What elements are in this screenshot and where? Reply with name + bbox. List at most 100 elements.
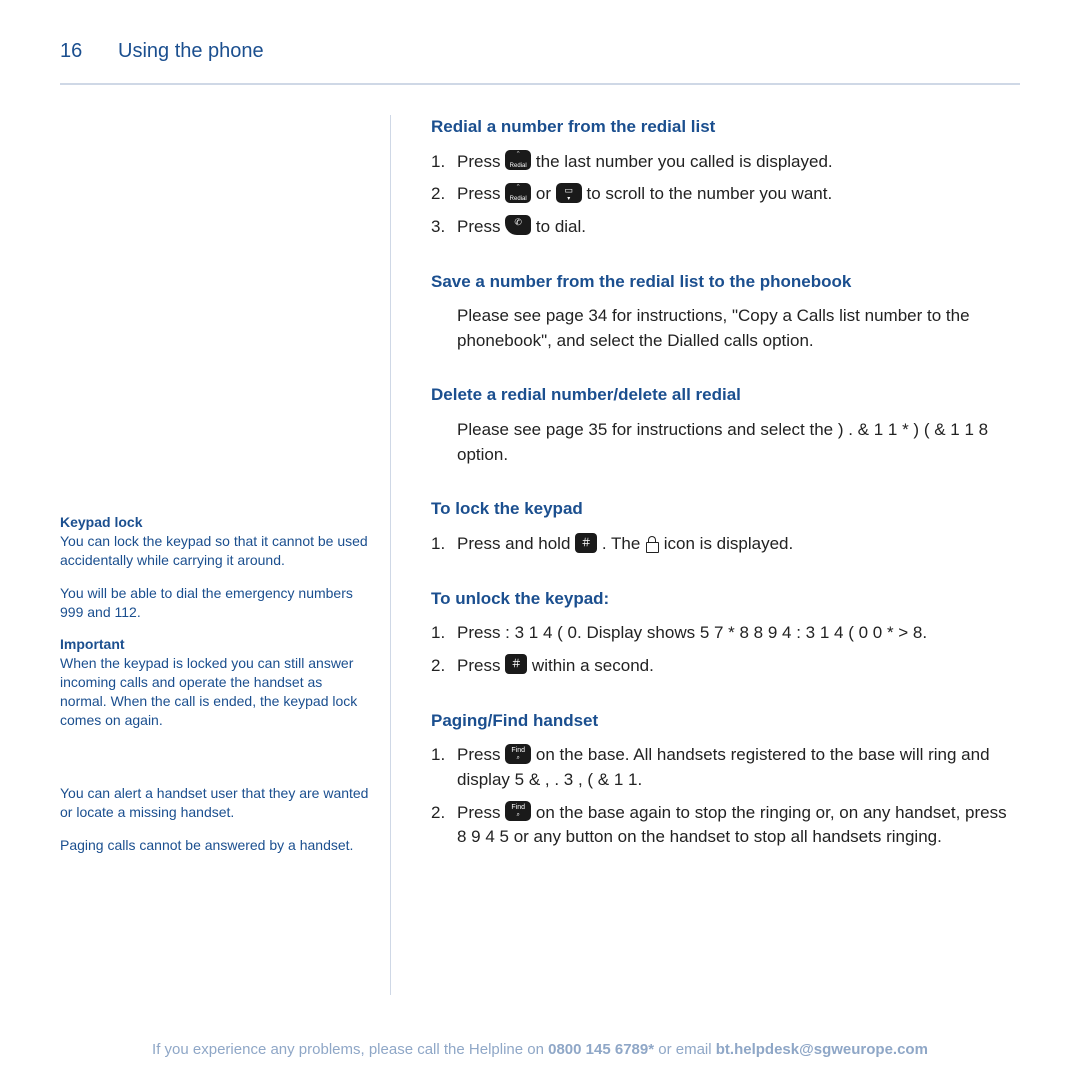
footer-text: If you experience any problems, please c… <box>152 1041 548 1058</box>
redial-icon: ＾Redial <box>505 183 531 203</box>
icon-label: Find <box>508 804 528 811</box>
signal-icon: ⌕ <box>508 812 528 818</box>
icon-label: Redial <box>508 163 528 169</box>
step-number: 2. <box>431 801 457 826</box>
find-icon: Find⌕ <box>505 801 531 821</box>
icon-label: Find <box>508 747 528 754</box>
step-number: 1. <box>431 532 457 557</box>
phone-icon: ✆ <box>508 218 528 227</box>
step-text: Press Find⌕ on the base again to stop th… <box>457 801 1020 850</box>
text: Press <box>457 217 505 236</box>
sidebar-spacer <box>60 744 370 784</box>
step-text: Press ✆ to dial. <box>457 215 1020 240</box>
talk-icon: ✆ <box>505 215 531 235</box>
chevron-down-icon: ▾ <box>559 196 579 202</box>
text: to dial. <box>536 217 586 236</box>
sidebar-text: You can alert a handset user that they a… <box>60 784 370 822</box>
footer-email: bt.helpdesk@sgweurope.com <box>716 1041 928 1058</box>
section-delete-redial: Delete a redial number/delete all redial… <box>431 383 1020 467</box>
step-text: Press ＾Redial or ▭▾ to scroll to the num… <box>457 182 1020 207</box>
redial-icon: ＾Redial <box>505 150 531 170</box>
text: Press and hold <box>457 534 575 553</box>
steps-list: 1. Press Find⌕ on the base. All handsets… <box>431 743 1020 850</box>
icon-label: Redial <box>508 196 528 202</box>
heading: To unlock the keypad: <box>431 587 1020 612</box>
find-icon: Find⌕ <box>505 744 531 764</box>
page-number: 16 <box>60 40 90 63</box>
step: 1. Press ＾Redial the last number you cal… <box>431 150 1020 175</box>
step-number: 2. <box>431 182 457 207</box>
hash-key-icon: ＃ <box>505 654 527 674</box>
text: Press <box>457 745 505 764</box>
step: 1. Press and hold ＃ . The icon is displa… <box>431 532 1020 557</box>
section-unlock-keypad: To unlock the keypad: 1. Press : 3 1 4 (… <box>431 587 1020 679</box>
section-save-redial: Save a number from the redial list to th… <box>431 270 1020 354</box>
step: 3. Press ✆ to dial. <box>431 215 1020 240</box>
sidebar-keypad-lock: Keypad lock You can lock the keypad so t… <box>60 513 370 570</box>
footer: If you experience any problems, please c… <box>0 1041 1080 1058</box>
section-redial-list: Redial a number from the redial list 1. … <box>431 115 1020 240</box>
hash-icon: ＃ <box>511 658 522 670</box>
text: Press <box>457 656 505 675</box>
heading: Delete a redial number/delete all redial <box>431 383 1020 408</box>
heading: Paging/Find handset <box>431 709 1020 734</box>
heading: Save a number from the redial list to th… <box>431 270 1020 295</box>
text: Press <box>457 803 505 822</box>
sidebar-heading: Important <box>60 635 370 654</box>
text: on the base again to stop the ringing or… <box>457 803 1007 847</box>
step-text: Press : 3 1 4 ( 0. Display shows 5 7 * 8… <box>457 621 1020 646</box>
step-number: 3. <box>431 215 457 240</box>
footer-phone: 0800 145 6789* <box>548 1041 654 1058</box>
section-title: Using the phone <box>118 40 264 63</box>
padlock-icon <box>645 536 659 552</box>
page-header: 16 Using the phone <box>60 40 1020 63</box>
sidebar-text: Paging calls cannot be answered by a han… <box>60 836 370 855</box>
step: 2. Press ＃ within a second. <box>431 654 1020 679</box>
sidebar-heading: Keypad lock <box>60 513 370 532</box>
footer-text: or email <box>658 1041 716 1058</box>
body-text: Please see page 35 for instructions and … <box>431 418 1020 467</box>
phonebook-down-icon: ▭▾ <box>556 183 582 203</box>
step: 2. Press ＾Redial or ▭▾ to scroll to the … <box>431 182 1020 207</box>
text: the last number you called is displayed. <box>536 152 833 171</box>
steps-list: 1. Press ＾Redial the last number you cal… <box>431 150 1020 240</box>
step-text: Press ＃ within a second. <box>457 654 1020 679</box>
step-text: Press Find⌕ on the base. All handsets re… <box>457 743 1020 792</box>
text: Press <box>457 184 505 203</box>
step-number: 1. <box>431 743 457 768</box>
heading: Redial a number from the redial list <box>431 115 1020 140</box>
step-number: 1. <box>431 150 457 175</box>
text: on the base. All handsets registered to … <box>457 745 990 789</box>
chevron-up-icon: ＾ <box>508 153 528 162</box>
step: 1. Press Find⌕ on the base. All handsets… <box>431 743 1020 792</box>
step-text: Press ＾Redial the last number you called… <box>457 150 1020 175</box>
columns: Keypad lock You can lock the keypad so t… <box>60 115 1020 995</box>
steps-list: 1. Press and hold ＃ . The icon is displa… <box>431 532 1020 557</box>
text: Press <box>457 152 505 171</box>
step: 2. Press Find⌕ on the base again to stop… <box>431 801 1020 850</box>
sidebar-text: When the keypad is locked you can still … <box>60 654 370 730</box>
main-content: Redial a number from the redial list 1. … <box>391 115 1020 995</box>
hash-key-icon: ＃ <box>575 533 597 553</box>
step-number: 2. <box>431 654 457 679</box>
section-paging: Paging/Find handset 1. Press Find⌕ on th… <box>431 709 1020 850</box>
sidebar: Keypad lock You can lock the keypad so t… <box>60 115 390 995</box>
step-text: Press and hold ＃ . The icon is displayed… <box>457 532 1020 557</box>
text: icon is displayed. <box>664 534 793 553</box>
book-icon: ▭ <box>559 186 579 195</box>
header-rule <box>60 83 1020 85</box>
step: 1. Press : 3 1 4 ( 0. Display shows 5 7 … <box>431 621 1020 646</box>
text: within a second. <box>532 656 654 675</box>
sidebar-spacer <box>60 115 370 513</box>
text: . The <box>602 534 645 553</box>
body-text: Please see page 34 for instructions, "Co… <box>431 304 1020 353</box>
steps-list: 1. Press : 3 1 4 ( 0. Display shows 5 7 … <box>431 621 1020 678</box>
text: or <box>536 184 556 203</box>
signal-icon: ⌕ <box>508 755 528 761</box>
page: 16 Using the phone Keypad lock You can l… <box>0 0 1080 1080</box>
heading: To lock the keypad <box>431 497 1020 522</box>
text: to scroll to the number you want. <box>587 184 833 203</box>
chevron-up-icon: ＾ <box>508 186 528 195</box>
section-lock-keypad: To lock the keypad 1. Press and hold ＃ .… <box>431 497 1020 556</box>
step-number: 1. <box>431 621 457 646</box>
